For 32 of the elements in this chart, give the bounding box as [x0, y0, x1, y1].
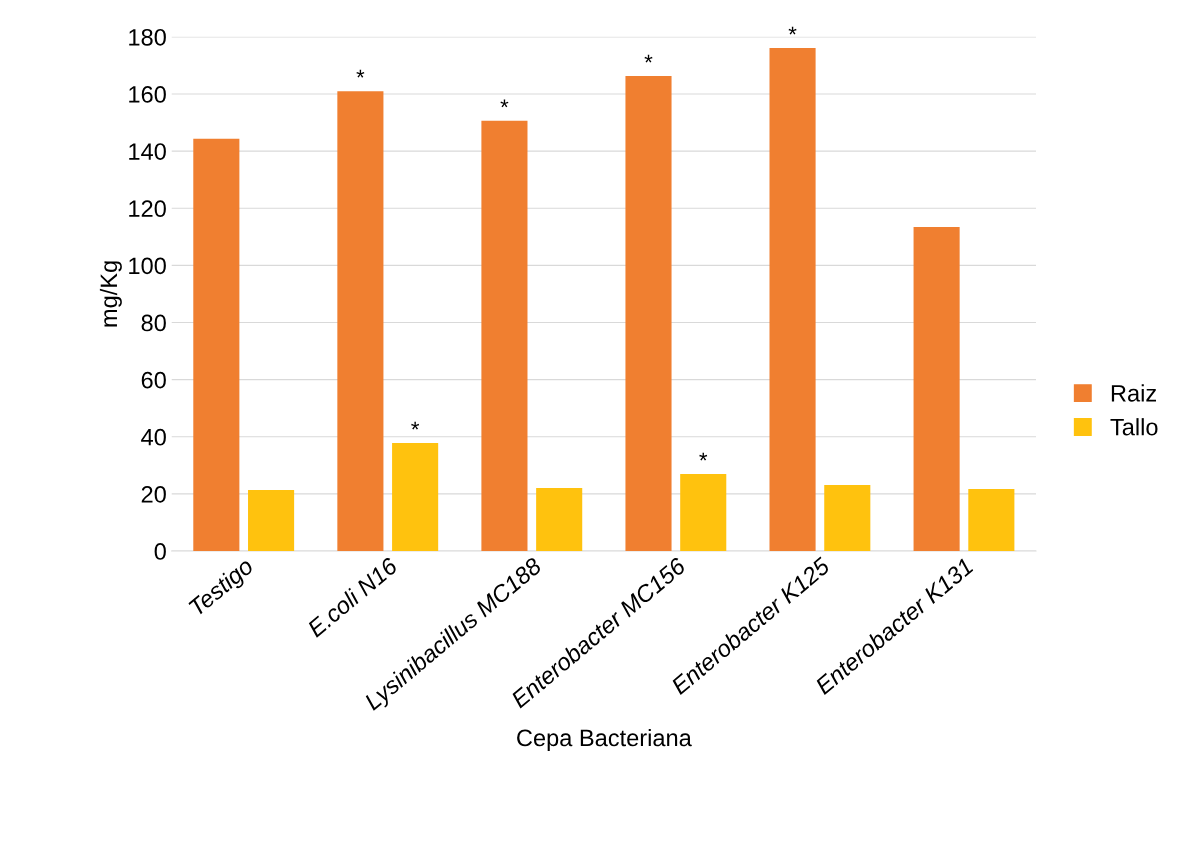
y-tick-label: 140 — [129, 143, 166, 160]
bar — [193, 138, 240, 552]
data-label: * — [699, 452, 708, 461]
y-tick-label: 20 — [141, 485, 166, 503]
bar — [680, 473, 727, 552]
y-tick-label: 80 — [141, 314, 166, 332]
data-label: * — [644, 54, 653, 63]
data-label: * — [500, 99, 509, 108]
y-axis-title: mg/Kg — [99, 261, 122, 327]
data-label: * — [356, 69, 365, 78]
data-label: * — [788, 26, 797, 35]
y-tick-label: 160 — [129, 86, 166, 103]
y-tick-label: 100 — [129, 257, 166, 275]
bar — [913, 227, 960, 552]
y-tick-label: 0 — [154, 543, 166, 560]
y-tick-label: 180 — [129, 28, 166, 46]
bar — [536, 487, 583, 552]
bar — [392, 443, 439, 552]
data-label: * — [411, 421, 420, 430]
bar — [824, 485, 871, 552]
x-axis-title: Cepa Bacteriana — [517, 728, 692, 751]
legend-label: Raiz — [1111, 384, 1157, 402]
bar — [968, 489, 1015, 552]
bar — [769, 47, 816, 552]
y-tick-label: 60 — [141, 371, 166, 389]
legend-label: Tallo — [1110, 418, 1158, 436]
y-tick-label: 40 — [141, 428, 166, 446]
bar — [248, 489, 295, 552]
bar — [481, 120, 528, 552]
bar — [625, 75, 672, 552]
y-tick-label: 120 — [129, 200, 166, 218]
bar — [337, 91, 384, 552]
